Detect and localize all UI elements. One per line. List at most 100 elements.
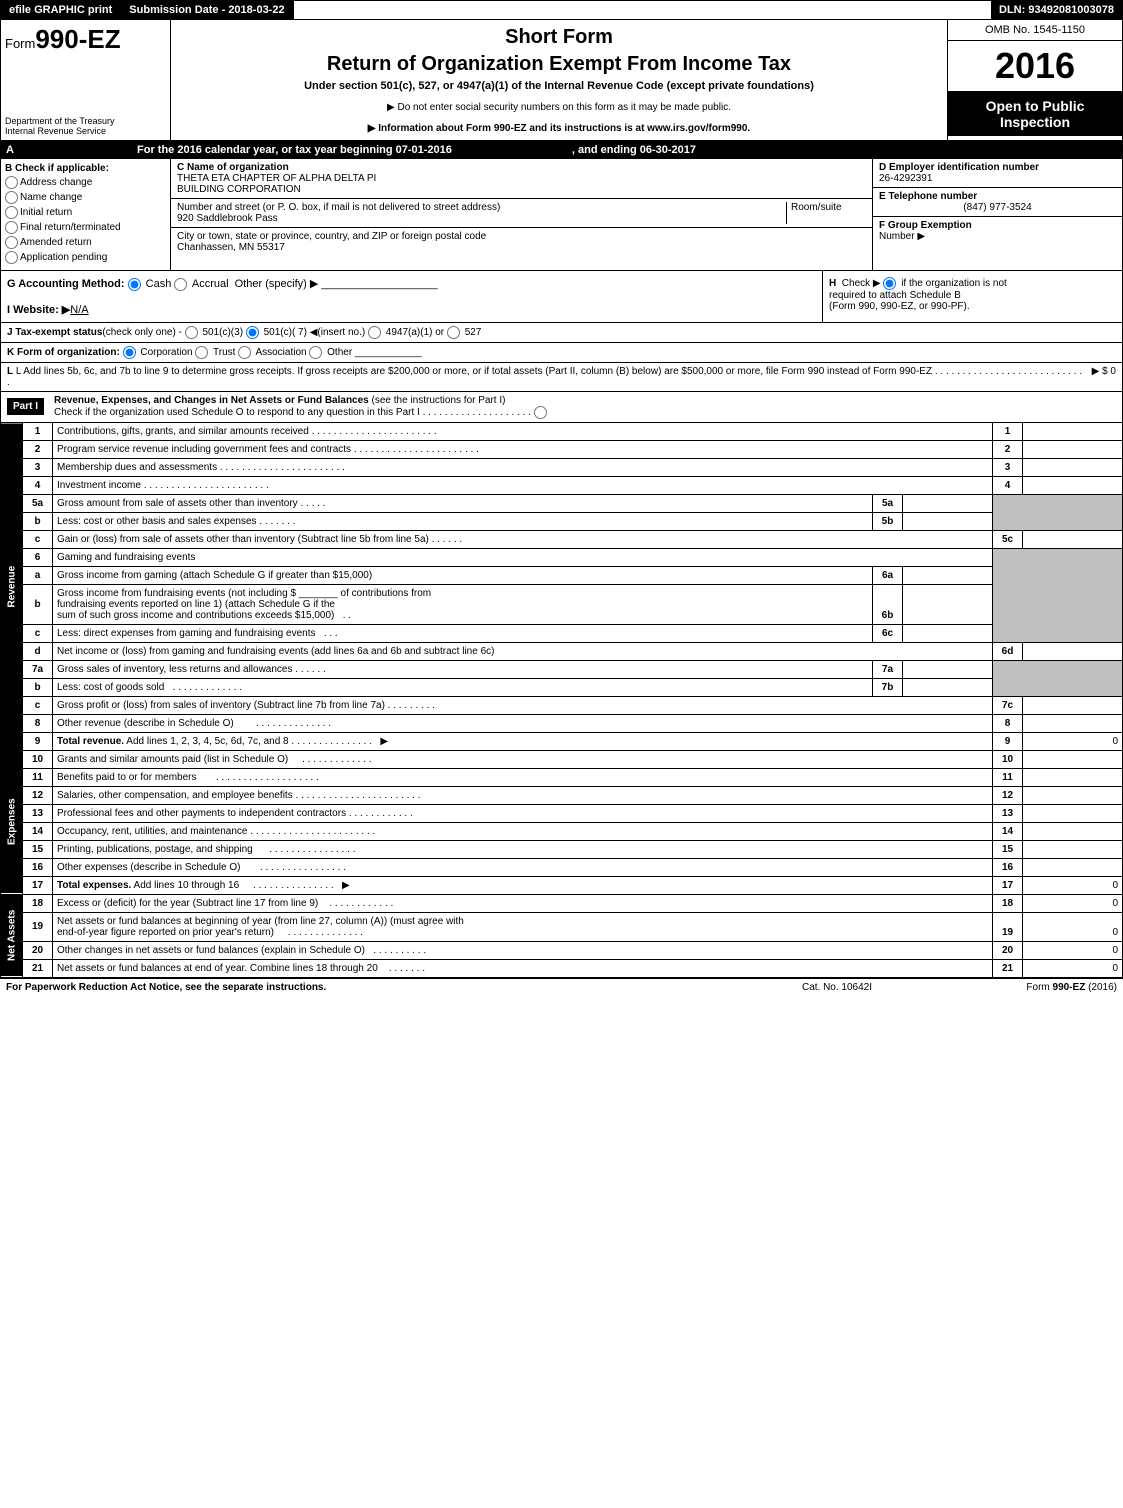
line-6-desc: Gaming and fundraising events (53, 548, 993, 566)
page-footer: For Paperwork Reduction Act Notice, see … (0, 978, 1123, 996)
line-7a-subval (903, 660, 993, 678)
line-7c-box: 7c (993, 696, 1023, 714)
radio-501c[interactable] (246, 326, 259, 339)
section-b: B Check if applicable: Address change Na… (1, 159, 171, 270)
radio-527[interactable] (447, 326, 460, 339)
line-13-num: 13 (23, 804, 53, 822)
radio-corporation[interactable] (123, 346, 136, 359)
e-phone-label: E Telephone number (879, 191, 977, 202)
radio-cash[interactable] (128, 278, 141, 291)
form-prefix: Form (5, 36, 35, 51)
line-4-num: 4 (23, 476, 53, 494)
line-6d-val (1023, 642, 1123, 660)
h-check: Check ▶ (842, 278, 881, 289)
g-cash: Cash (146, 278, 172, 290)
line-13-val (1023, 804, 1123, 822)
line-2-val (1023, 440, 1123, 458)
line-6b-desc1: Gross income from fundraising events (no… (57, 588, 296, 599)
line-10-box: 10 (993, 750, 1023, 768)
d-ein-value: 26-4292391 (879, 173, 932, 184)
line-7a-num: 7a (23, 660, 53, 678)
line-11-num: 11 (23, 768, 53, 786)
open-line2: Inspection (954, 114, 1116, 130)
row-k: K Form of organization: Corporation Trus… (0, 343, 1123, 363)
row-l: L L Add lines 5b, 6c, and 7b to line 9 t… (0, 363, 1123, 392)
g-label: G Accounting Method: (7, 278, 125, 290)
line-12-desc: Salaries, other compensation, and employ… (57, 790, 421, 801)
arrow-17: ▶ (342, 880, 350, 891)
line-1-desc: Contributions, gifts, grants, and simila… (57, 426, 437, 437)
checkbox-h[interactable] (883, 277, 896, 290)
line-13-box: 13 (993, 804, 1023, 822)
line-16-val (1023, 858, 1123, 876)
radio-association[interactable] (238, 346, 251, 359)
shade-6 (993, 548, 1123, 642)
section-b-title: B Check if applicable: (5, 163, 166, 174)
footer-right: Form 990-EZ (2016) (937, 982, 1117, 993)
line-7b-sub: 7b (873, 678, 903, 696)
radio-501c3[interactable] (185, 326, 198, 339)
street-label: Number and street (or P. O. box, if mail… (177, 202, 500, 213)
line-7c-num: c (23, 696, 53, 714)
line-5b-desc: Less: cost or other basis and sales expe… (57, 516, 257, 527)
line-2-desc: Program service revenue including govern… (57, 444, 479, 455)
line-11-desc: Benefits paid to or for members (57, 772, 197, 783)
line-5a-sub: 5a (873, 494, 903, 512)
row-g-h: G Accounting Method: Cash Accrual Other … (0, 271, 1123, 323)
line-8-box: 8 (993, 714, 1023, 732)
line-5a-desc: Gross amount from sale of assets other t… (57, 498, 298, 509)
line-7b-num: b (23, 678, 53, 696)
h-text4: (Form 990, 990-EZ, or 990-PF). (829, 301, 970, 312)
line-10-val (1023, 750, 1123, 768)
j-501c: 501(c)( 7) ◀(insert no.) (264, 327, 366, 338)
part1-label: Part I (7, 398, 44, 415)
city-value: Chanhassen, MN 55317 (177, 242, 285, 253)
line-5b-num: b (23, 512, 53, 530)
radio-other-org[interactable] (309, 346, 322, 359)
line-14-box: 14 (993, 822, 1023, 840)
row-a-text1: For the 2016 calendar year, or tax year … (137, 144, 452, 156)
radio-trust[interactable] (195, 346, 208, 359)
footer-cat-no: Cat. No. 10642I (737, 982, 937, 993)
line-6a-num: a (23, 566, 53, 584)
j-501c3: 501(c)(3) (202, 327, 243, 338)
line-6b-subval (903, 584, 993, 624)
line-21-box: 21 (993, 959, 1023, 977)
line-1-val (1023, 423, 1123, 441)
line-7b-subval (903, 678, 993, 696)
checkbox-application-pending[interactable]: Application pending (5, 251, 166, 264)
room-suite-label: Room/suite (786, 202, 866, 224)
k-other: Other (327, 347, 352, 358)
line-13-desc: Professional fees and other payments to … (57, 808, 346, 819)
checkbox-final-return[interactable]: Final return/terminated (5, 221, 166, 234)
i-website-value: N/A (70, 304, 88, 316)
footer-left: For Paperwork Reduction Act Notice, see … (6, 982, 737, 993)
checkbox-initial-return[interactable]: Initial return (5, 206, 166, 219)
line-8-desc: Other revenue (describe in Schedule O) (57, 718, 234, 729)
line-3-box: 3 (993, 458, 1023, 476)
dln-label: DLN: 93492081003078 (991, 1, 1122, 19)
row-a-calendar-year: A For the 2016 calendar year, or tax yea… (0, 141, 1123, 159)
dept-line2: Internal Revenue Service (5, 126, 166, 136)
row-g: G Accounting Method: Cash Accrual Other … (7, 277, 816, 291)
efile-label: efile GRAPHIC print (1, 1, 121, 19)
line-7a-desc: Gross sales of inventory, less returns a… (57, 664, 292, 675)
d-ein-label: D Employer identification number (879, 162, 1039, 173)
line-16-desc: Other expenses (describe in Schedule O) (57, 862, 240, 873)
lines-table: Revenue 1 Contributions, gifts, grants, … (0, 423, 1123, 978)
line-5c-desc: Gain or (loss) from sale of assets other… (57, 534, 429, 545)
checkbox-name-change[interactable]: Name change (5, 191, 166, 204)
line-6c-desc: Less: direct expenses from gaming and fu… (57, 628, 315, 639)
line-10-num: 10 (23, 750, 53, 768)
row-a-text2: , and ending 06-30-2017 (572, 144, 696, 156)
radio-accrual[interactable] (174, 278, 187, 291)
header-note1: ▶ Do not enter social security numbers o… (177, 102, 941, 113)
open-public-badge: Open to Public Inspection (948, 92, 1122, 136)
checkbox-part1-schedule-o[interactable] (534, 406, 547, 419)
line-5b-sub: 5b (873, 512, 903, 530)
header-note2-text: ▶ Information about Form 990-EZ and its … (368, 123, 750, 134)
i-label: I Website: ▶ (7, 304, 70, 316)
checkbox-address-change[interactable]: Address change (5, 176, 166, 189)
checkbox-amended-return[interactable]: Amended return (5, 236, 166, 249)
radio-4947[interactable] (368, 326, 381, 339)
